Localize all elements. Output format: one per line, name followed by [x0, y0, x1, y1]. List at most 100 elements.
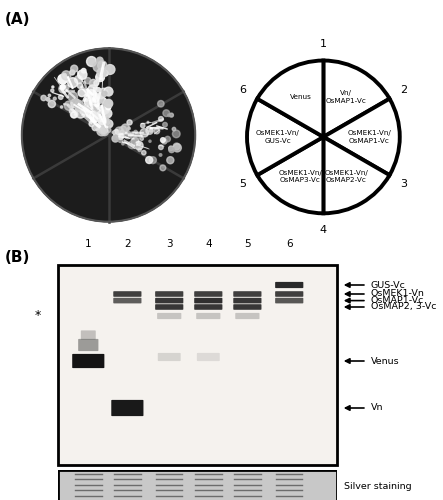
- Text: OsMEK1-Vn/
OsMAP2-Vc: OsMEK1-Vn/ OsMAP2-Vc: [324, 170, 368, 183]
- Circle shape: [167, 114, 170, 116]
- Circle shape: [70, 110, 78, 118]
- Circle shape: [47, 98, 50, 101]
- Circle shape: [103, 109, 112, 118]
- Circle shape: [105, 120, 109, 125]
- Circle shape: [90, 112, 96, 118]
- Circle shape: [160, 165, 166, 171]
- Circle shape: [100, 88, 108, 96]
- Circle shape: [98, 92, 105, 98]
- Circle shape: [172, 130, 180, 138]
- FancyBboxPatch shape: [78, 339, 98, 351]
- Circle shape: [128, 127, 130, 130]
- Circle shape: [51, 89, 54, 92]
- Circle shape: [167, 156, 174, 164]
- Circle shape: [78, 70, 87, 80]
- Circle shape: [98, 116, 106, 124]
- Circle shape: [159, 116, 163, 121]
- Text: OsMEK1-Vn/
GUS-Vc: OsMEK1-Vn/ GUS-Vc: [256, 130, 299, 143]
- FancyBboxPatch shape: [233, 291, 261, 297]
- Circle shape: [97, 57, 103, 64]
- Text: OsMAP2, 3-Vc: OsMAP2, 3-Vc: [371, 302, 436, 312]
- FancyBboxPatch shape: [158, 353, 181, 361]
- Circle shape: [103, 100, 112, 109]
- Text: 5: 5: [239, 178, 246, 188]
- Wedge shape: [323, 60, 389, 137]
- Circle shape: [169, 147, 175, 152]
- Circle shape: [89, 95, 92, 99]
- Text: 1: 1: [85, 239, 92, 249]
- FancyBboxPatch shape: [275, 282, 303, 288]
- Circle shape: [140, 137, 144, 140]
- Circle shape: [112, 131, 114, 134]
- Circle shape: [85, 78, 91, 84]
- Circle shape: [61, 106, 63, 108]
- Circle shape: [61, 86, 64, 88]
- Circle shape: [74, 76, 82, 84]
- Circle shape: [127, 120, 132, 125]
- Circle shape: [154, 128, 159, 134]
- FancyBboxPatch shape: [155, 298, 183, 304]
- Circle shape: [101, 118, 109, 126]
- Circle shape: [104, 87, 113, 96]
- Circle shape: [113, 130, 120, 136]
- Circle shape: [107, 118, 109, 120]
- Circle shape: [142, 150, 146, 155]
- Circle shape: [58, 95, 63, 100]
- Circle shape: [101, 128, 107, 134]
- FancyBboxPatch shape: [275, 291, 303, 297]
- Text: Vn/
OsMAP1-Vc: Vn/ OsMAP1-Vc: [326, 90, 367, 104]
- Circle shape: [172, 128, 176, 131]
- Circle shape: [85, 99, 88, 102]
- Circle shape: [96, 128, 98, 130]
- Text: 2: 2: [400, 86, 408, 96]
- Circle shape: [140, 128, 148, 137]
- Circle shape: [139, 143, 141, 145]
- Circle shape: [104, 125, 108, 128]
- Circle shape: [131, 134, 136, 139]
- Circle shape: [104, 102, 108, 105]
- Circle shape: [147, 122, 149, 123]
- Circle shape: [48, 94, 51, 96]
- Text: OsMAP1-Vc: OsMAP1-Vc: [371, 296, 424, 305]
- Circle shape: [98, 110, 105, 117]
- Circle shape: [98, 93, 103, 98]
- Circle shape: [116, 134, 120, 138]
- Wedge shape: [323, 98, 400, 175]
- Text: GUS-Vc: GUS-Vc: [371, 280, 406, 289]
- Circle shape: [173, 143, 180, 150]
- Circle shape: [100, 118, 110, 127]
- FancyBboxPatch shape: [155, 304, 183, 310]
- Circle shape: [105, 118, 108, 120]
- Circle shape: [95, 126, 99, 130]
- Circle shape: [149, 140, 151, 142]
- Text: OsMEK1-Vn: OsMEK1-Vn: [371, 290, 425, 298]
- Circle shape: [86, 56, 97, 66]
- Circle shape: [149, 128, 153, 132]
- Circle shape: [117, 133, 124, 140]
- Text: *: *: [35, 310, 41, 322]
- Circle shape: [90, 114, 99, 122]
- Circle shape: [85, 108, 89, 111]
- Circle shape: [68, 78, 78, 88]
- Text: 5: 5: [244, 239, 251, 249]
- Text: 6: 6: [286, 239, 292, 249]
- Circle shape: [71, 65, 78, 72]
- Circle shape: [91, 104, 98, 112]
- Circle shape: [89, 92, 99, 102]
- Circle shape: [90, 112, 100, 122]
- Circle shape: [70, 70, 75, 75]
- Circle shape: [95, 103, 99, 106]
- FancyBboxPatch shape: [157, 313, 181, 319]
- Circle shape: [146, 156, 153, 164]
- Circle shape: [95, 124, 100, 128]
- Circle shape: [98, 125, 106, 133]
- FancyBboxPatch shape: [81, 330, 96, 340]
- Circle shape: [91, 112, 93, 114]
- Circle shape: [104, 106, 109, 112]
- Wedge shape: [247, 98, 323, 175]
- Circle shape: [101, 124, 108, 131]
- Circle shape: [92, 124, 98, 130]
- Circle shape: [128, 141, 136, 148]
- Circle shape: [88, 96, 91, 98]
- Circle shape: [93, 62, 103, 72]
